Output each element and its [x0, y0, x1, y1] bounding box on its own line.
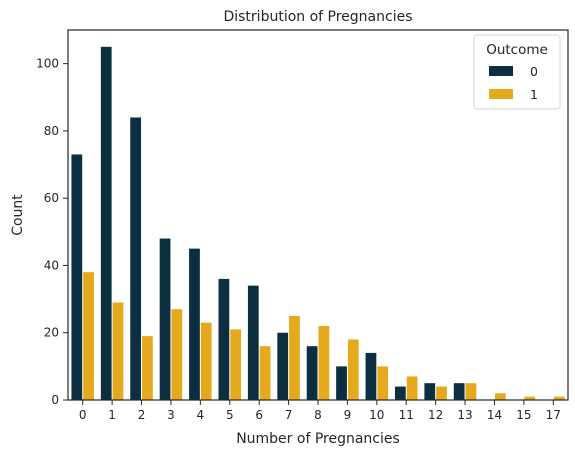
x-tick-label: 15 [516, 408, 531, 422]
bar-outcome-0-preg-7 [277, 332, 289, 400]
x-axis-label: Number of Pregnancies [236, 431, 400, 447]
y-tick-label: 40 [44, 258, 59, 272]
bar-outcome-1-preg-6 [259, 346, 271, 400]
x-tick-label: 9 [344, 408, 352, 422]
legend-swatch-0 [489, 66, 513, 76]
x-tick-label: 17 [546, 408, 561, 422]
bar-outcome-1-preg-12 [436, 386, 447, 400]
x-tick-label: 6 [255, 408, 263, 422]
bar-outcome-0-preg-9 [336, 366, 347, 400]
x-tick-label: 12 [428, 408, 443, 422]
bar-outcome-0-preg-3 [159, 238, 171, 400]
y-tick-label: 80 [44, 124, 59, 138]
bar-outcome-0-preg-5 [218, 278, 230, 400]
bar-outcome-1-preg-2 [142, 336, 153, 400]
legend: Outcome 0 1 [473, 34, 561, 110]
bar-outcome-1-preg-11 [406, 376, 418, 400]
bars-group [71, 46, 565, 401]
y-axis-label: Count [10, 194, 26, 236]
legend-title: Outcome [486, 42, 548, 58]
bar-outcome-0-preg-0 [71, 154, 83, 400]
y-axis-ticks: 0 20 40 60 80 100 [36, 57, 68, 407]
bar-outcome-1-preg-4 [200, 322, 212, 400]
bar-outcome-0-preg-2 [130, 117, 142, 401]
legend-label-0: 0 [530, 64, 538, 79]
x-tick-label: 14 [487, 408, 502, 422]
bar-outcome-0-preg-1 [100, 46, 112, 401]
bar-outcome-0-preg-6 [247, 285, 259, 400]
x-tick-label: 2 [138, 408, 146, 422]
bar-outcome-1-preg-15 [524, 396, 536, 400]
bar-outcome-1-preg-9 [347, 339, 359, 400]
y-tick-label: 100 [36, 57, 59, 71]
legend-swatch-1 [489, 89, 513, 99]
x-tick-label: 0 [79, 408, 87, 422]
x-tick-label: 8 [314, 408, 322, 422]
x-tick-label: 1 [108, 408, 116, 422]
bar-outcome-0-preg-12 [424, 383, 436, 400]
bar-outcome-1-preg-8 [318, 326, 330, 400]
legend-label-1: 1 [530, 87, 538, 102]
bar-outcome-0-preg-10 [365, 352, 377, 400]
bar-outcome-1-preg-13 [465, 383, 477, 400]
x-tick-label: 7 [285, 408, 293, 422]
bar-outcome-0-preg-11 [394, 386, 406, 400]
bar-outcome-1-preg-10 [377, 366, 389, 400]
bar-outcome-0-preg-4 [189, 248, 200, 400]
bar-outcome-1-preg-5 [230, 329, 242, 400]
y-tick-label: 20 [44, 326, 59, 340]
x-tick-label: 3 [167, 408, 175, 422]
bar-outcome-1-preg-1 [112, 302, 124, 400]
bar-outcome-1-preg-17 [553, 396, 565, 400]
bar-outcome-1-preg-7 [289, 315, 300, 400]
bar-outcome-1-preg-14 [494, 393, 506, 400]
plot-frame [67, 29, 569, 401]
bar-outcome-0-preg-8 [306, 346, 318, 400]
chart-title: Distribution of Pregnancies [223, 9, 412, 25]
x-tick-label: 10 [369, 408, 384, 422]
bar-outcome-1-preg-0 [83, 272, 94, 400]
x-axis-ticks: 0 1 2 3 4 5 6 7 8 9 10 11 12 13 14 15 17 [79, 400, 561, 422]
x-tick-label: 4 [197, 408, 205, 422]
bar-outcome-0-preg-13 [453, 383, 465, 400]
y-tick-label: 60 [44, 191, 59, 205]
y-tick-label: 0 [51, 393, 59, 407]
bar-outcome-1-preg-3 [171, 309, 183, 400]
x-tick-label: 11 [399, 408, 414, 422]
x-tick-label: 13 [457, 408, 472, 422]
x-tick-label: 5 [226, 408, 234, 422]
